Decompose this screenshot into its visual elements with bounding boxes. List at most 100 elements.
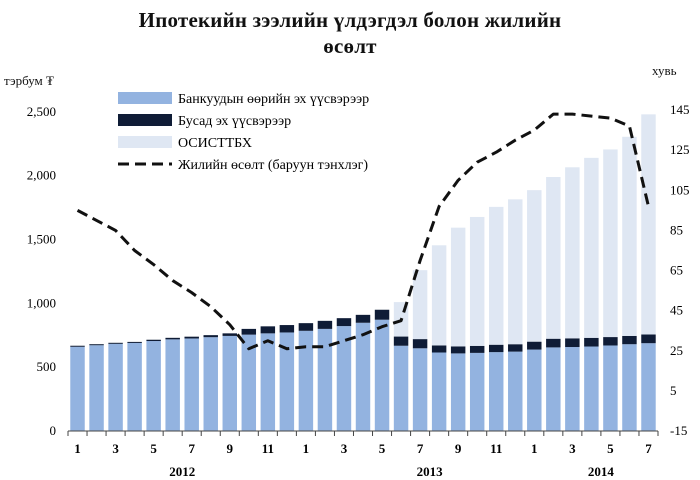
bar-series1-12 [279, 332, 295, 431]
axes-layer: 0 500 1,000 1,500 2,000 2,500 -15 5 25 45 65 85 105 1… [27, 102, 690, 479]
bar-series1-29 [603, 345, 618, 431]
left-axis-unit-label: тэрбум ₮ [4, 73, 54, 88]
bar-series1-11 [260, 333, 276, 431]
x-tick-label: 7 [417, 441, 424, 456]
bar-series1-4 [127, 342, 142, 431]
bar-series2-13 [298, 323, 314, 331]
bar-series2-11 [260, 326, 276, 334]
bar-series1-10 [241, 334, 257, 431]
bar-series1-27 [565, 347, 580, 431]
legend-swatch-2 [118, 114, 172, 126]
right-tick-label: 5 [670, 383, 677, 398]
left-tick-label: 0 [50, 423, 57, 438]
bar-series2-5 [146, 339, 161, 342]
bar-series1-30 [622, 344, 637, 431]
legend-swatch-1 [118, 92, 172, 104]
bar-series1-3 [108, 343, 123, 431]
x-tick-label: 5 [607, 441, 614, 456]
bar-series2-23 [488, 344, 504, 353]
legend-label-4: Жилийн өсөлт (баруун тэнхлэг) [178, 158, 368, 173]
bar-series2-28 [584, 337, 599, 347]
legend-label-1: Банкуудын өөрийн эх үүсвэрээр [178, 92, 369, 107]
bar-series2-25 [527, 341, 542, 350]
x-tick-label: 7 [645, 441, 652, 456]
bar-series1-19 [412, 348, 428, 431]
left-tick-label: 1,000 [27, 295, 56, 310]
bar-series1-8 [203, 337, 218, 431]
bar-series2-12 [279, 325, 295, 333]
bar-series2-15 [336, 318, 352, 327]
x-tick-label: 11 [490, 441, 502, 456]
bar-series3-24 [508, 199, 523, 345]
left-tick-label: 2,500 [27, 104, 56, 119]
x-tick-label: 3 [569, 441, 576, 456]
x-tick-label: 11 [262, 441, 274, 456]
bar-series1-28 [584, 346, 599, 431]
year-label: 2014 [588, 464, 615, 479]
bar-series2-10 [241, 328, 257, 335]
bar-series3-20 [431, 245, 447, 346]
bar-series1-2 [89, 345, 104, 431]
bar-series3-29 [603, 149, 618, 338]
x-tick-label: 3 [112, 441, 119, 456]
bar-series1-26 [546, 347, 561, 431]
bar-series2-4 [127, 341, 142, 343]
growth-line [76, 112, 650, 351]
bar-series2-20 [431, 345, 447, 353]
right-tick-label: -15 [670, 423, 687, 438]
legend-label-2: Бусад эх үүсвэрээр [178, 114, 291, 129]
left-tick-label: 2,000 [27, 168, 56, 183]
right-axis-unit-label: хувь [652, 63, 677, 78]
bar-series3-23 [488, 206, 504, 345]
bar-series1-22 [469, 352, 485, 431]
x-tick-label: 1 [303, 441, 310, 456]
bar-series3-27 [565, 167, 580, 339]
bar-series1-20 [431, 352, 447, 431]
legend-label-3: ОСИСТТБХ [178, 136, 252, 151]
x-tick-label: 3 [341, 441, 348, 456]
bar-series1-16 [355, 322, 371, 431]
bar-series2-14 [317, 320, 333, 329]
bar-series2-1 [70, 345, 85, 347]
bar-series2-9 [222, 333, 237, 336]
right-tick-label: 125 [670, 142, 690, 157]
bar-series2-19 [412, 339, 428, 349]
right-tick-label: 105 [670, 182, 690, 197]
year-label: 2013 [417, 464, 444, 479]
right-tick-label: 145 [670, 102, 690, 117]
bar-series1-23 [488, 352, 504, 431]
bar-series3-19 [412, 270, 428, 340]
growth-line-layer [76, 112, 650, 351]
bar-series2-31 [641, 334, 656, 344]
chart-title-line1: Ипотекийн зээлийн үлдэгдэл болон жилийн [138, 8, 562, 32]
bar-series2-6 [165, 337, 180, 340]
bar-series3-30 [622, 136, 637, 336]
bar-series3-28 [584, 157, 599, 338]
bar-series3-22 [469, 216, 485, 346]
bars-layer [70, 114, 656, 431]
bar-series1-18 [393, 345, 409, 431]
x-tick-label: 9 [227, 441, 234, 456]
bar-series3-25 [527, 190, 542, 342]
year-label: 2012 [169, 464, 195, 479]
x-tick-label: 1 [74, 441, 81, 456]
bar-series2-7 [184, 336, 199, 339]
bar-series2-24 [508, 344, 523, 352]
bar-series1-7 [184, 338, 199, 431]
bar-series3-21 [450, 227, 466, 347]
bar-series3-31 [641, 114, 656, 335]
bar-series1-17 [374, 319, 390, 431]
bar-series1-9 [222, 335, 237, 431]
x-tick-label: 9 [455, 441, 462, 456]
bar-series2-2 [89, 344, 104, 346]
bar-series2-30 [622, 335, 637, 345]
bar-series1-31 [641, 343, 656, 431]
bar-series2-3 [108, 342, 123, 344]
bar-series1-5 [146, 341, 161, 431]
bar-series1-21 [450, 353, 466, 431]
legend-swatch-3 [118, 136, 172, 148]
right-tick-label: 45 [670, 303, 683, 318]
x-tick-label: 5 [150, 441, 157, 456]
bar-series2-26 [546, 338, 561, 348]
